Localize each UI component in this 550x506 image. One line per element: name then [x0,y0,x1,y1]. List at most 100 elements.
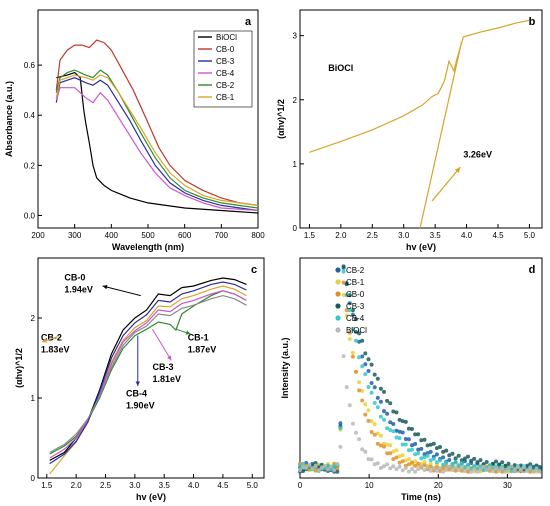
x-axis-label: hv (eV) [406,242,436,252]
data-point [475,469,480,474]
y-tick-label: 0.2 [24,161,36,170]
data-point [475,460,480,465]
data-point [301,465,306,470]
arrow-head [42,338,48,343]
data-point [378,414,383,419]
data-point [366,357,371,362]
arrow-head [454,167,461,173]
data-point [525,464,530,469]
x-tick-label: 5.0 [247,481,259,490]
legend-marker [335,279,341,285]
data-point [459,461,464,466]
data-point [313,463,318,468]
data-point [534,467,539,472]
data-point [416,461,421,466]
annotation-text: 1.83eV [41,344,70,354]
data-point [385,451,390,456]
data-point [400,419,405,424]
data-point [450,468,455,473]
data-point [500,469,505,474]
data-point [298,464,302,469]
data-point [385,411,390,416]
data-point [375,405,380,410]
arrow-head [135,381,140,386]
data-point [394,448,399,453]
data-point [494,466,498,471]
data-point [444,463,449,468]
data-point [391,409,396,414]
data-point [357,331,362,336]
data-point [298,468,302,473]
data-point [354,338,358,343]
series-line [55,87,259,212]
data-point [515,465,520,470]
series-line [55,39,259,206]
x-tick-label: 600 [178,231,192,240]
data-point [441,449,446,454]
data-point [360,388,365,393]
x-tick-label: 1.5 [304,231,316,240]
data-point [366,385,371,389]
panel-label: a [245,16,252,28]
data-point [375,395,380,400]
data-point [509,464,514,469]
data-point [332,468,337,473]
data-point [441,466,446,471]
data-point [490,461,495,466]
data-point [419,446,424,451]
data-point [428,442,433,447]
data-point [503,464,508,468]
data-point [466,469,470,474]
legend-box [193,30,253,108]
data-point [425,453,430,458]
y-axis-label: Intensity (a.u.) [280,337,290,398]
data-point [484,468,489,473]
data-point [332,464,337,469]
x-tick-label: 2.0 [71,481,83,490]
data-point [450,462,455,467]
data-point [472,456,477,461]
annotation-text: 1.94eV [64,284,93,294]
data-point [512,463,517,468]
data-point [447,464,452,469]
data-point [354,329,358,334]
data-point [335,469,340,474]
data-point [357,388,362,393]
legend-label: CB-1 [216,93,235,102]
data-point [301,461,306,466]
data-point [416,447,421,452]
x-tick-label: 500 [141,231,155,240]
panel-d: 0 10 20 30 Time (ns) Intensity (a.u.) d CB-2 CB-… [280,257,543,502]
data-point [413,459,418,464]
data-point [422,463,427,468]
data-point [413,452,418,457]
data-point [410,467,414,471]
data-point [484,460,489,464]
y-axis-label: (αhv)^1/2 [14,348,24,388]
data-point [434,446,439,451]
data-point [341,264,346,269]
data-point [419,464,424,469]
series-line [55,77,259,212]
data-point [438,458,442,463]
data-point [528,466,533,471]
x-tick-label: 2.0 [335,231,347,240]
legend-marker [335,327,341,333]
y-axis-label: Absorbance (a.u.) [4,81,14,157]
data-point [410,443,414,448]
x-tick-label: 3.5 [430,231,442,240]
data-point [350,421,355,426]
data-point [388,451,393,456]
data-point [375,441,380,446]
data-point [357,355,362,360]
data-point [466,454,470,459]
data-point [422,455,427,460]
data-point [375,431,380,436]
x-axis-label: Wavelength (nm) [112,242,184,252]
data-point [397,417,402,422]
data-point [363,449,368,454]
data-point [394,455,399,460]
data-point [378,399,383,404]
data-point [338,426,343,431]
panel-c: 1.5 2.0 2.5 3.0 3.5 4.0 4.5 5.0 0 1 2 hv (eV) (αhv)^… [14,257,265,502]
